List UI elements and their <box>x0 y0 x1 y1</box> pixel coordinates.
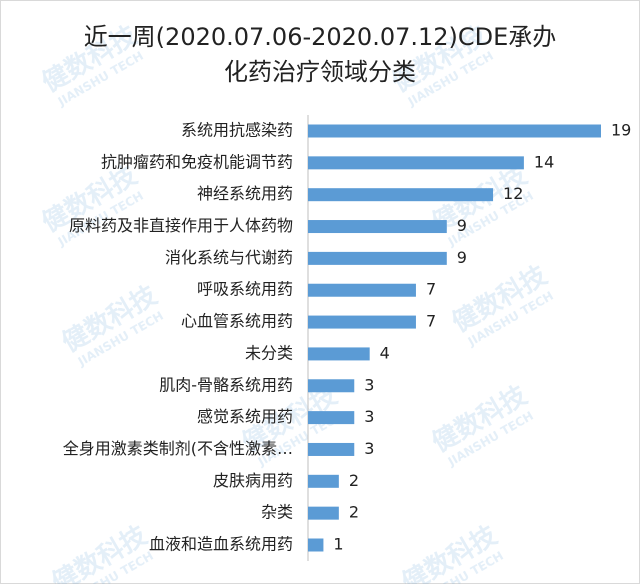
value-label: 7 <box>426 312 436 331</box>
bar <box>308 156 524 170</box>
bar <box>308 188 494 202</box>
category-label: 原料药及非直接作用于人体药物 <box>69 216 293 235</box>
value-label: 1 <box>333 535 343 554</box>
value-label: 7 <box>426 280 436 299</box>
bar <box>308 347 370 361</box>
category-label: 皮肤病用药 <box>213 471 293 490</box>
value-label: 2 <box>349 503 359 522</box>
value-label: 9 <box>457 216 467 235</box>
category-label: 系统用抗感染药 <box>181 121 293 140</box>
value-label: 3 <box>364 439 374 458</box>
value-label: 2 <box>349 471 359 490</box>
value-label: 4 <box>380 343 390 362</box>
bar <box>308 442 355 456</box>
category-label: 未分类 <box>245 343 293 362</box>
category-label: 呼吸系统用药 <box>197 280 293 299</box>
category-label: 全身用激素类制剂(不含性激素… <box>63 439 293 458</box>
category-label: 感觉系统用药 <box>197 407 293 426</box>
bar <box>308 315 416 329</box>
bar <box>308 251 447 265</box>
value-label: 3 <box>364 375 374 394</box>
category-label: 肌肉-骨骼系统用药 <box>159 375 293 394</box>
bar <box>308 379 355 393</box>
value-label: 19 <box>611 121 631 140</box>
bar <box>308 474 339 488</box>
category-label: 血液和造血系统用药 <box>149 535 293 554</box>
bar <box>308 220 447 234</box>
bar <box>308 411 355 425</box>
value-label: 3 <box>364 407 374 426</box>
value-label: 14 <box>534 152 554 171</box>
category-label: 神经系统用药 <box>197 184 293 203</box>
category-label: 心血管系统用药 <box>181 312 293 331</box>
value-label: 9 <box>457 248 467 267</box>
chart-title: 近一周(2020.07.06-2020.07.12)CDE承办 <box>84 23 557 51</box>
category-label: 消化系统与代谢药 <box>165 248 293 267</box>
category-label: 杂类 <box>261 503 293 522</box>
bar <box>308 283 416 297</box>
bar <box>308 124 601 138</box>
bar <box>308 506 339 520</box>
bar <box>308 538 324 552</box>
chart-title: 化药治疗领域分类 <box>224 58 416 86</box>
category-label: 抗肿瘤药和免疫机能调节药 <box>101 152 293 171</box>
value-label: 12 <box>503 184 523 203</box>
